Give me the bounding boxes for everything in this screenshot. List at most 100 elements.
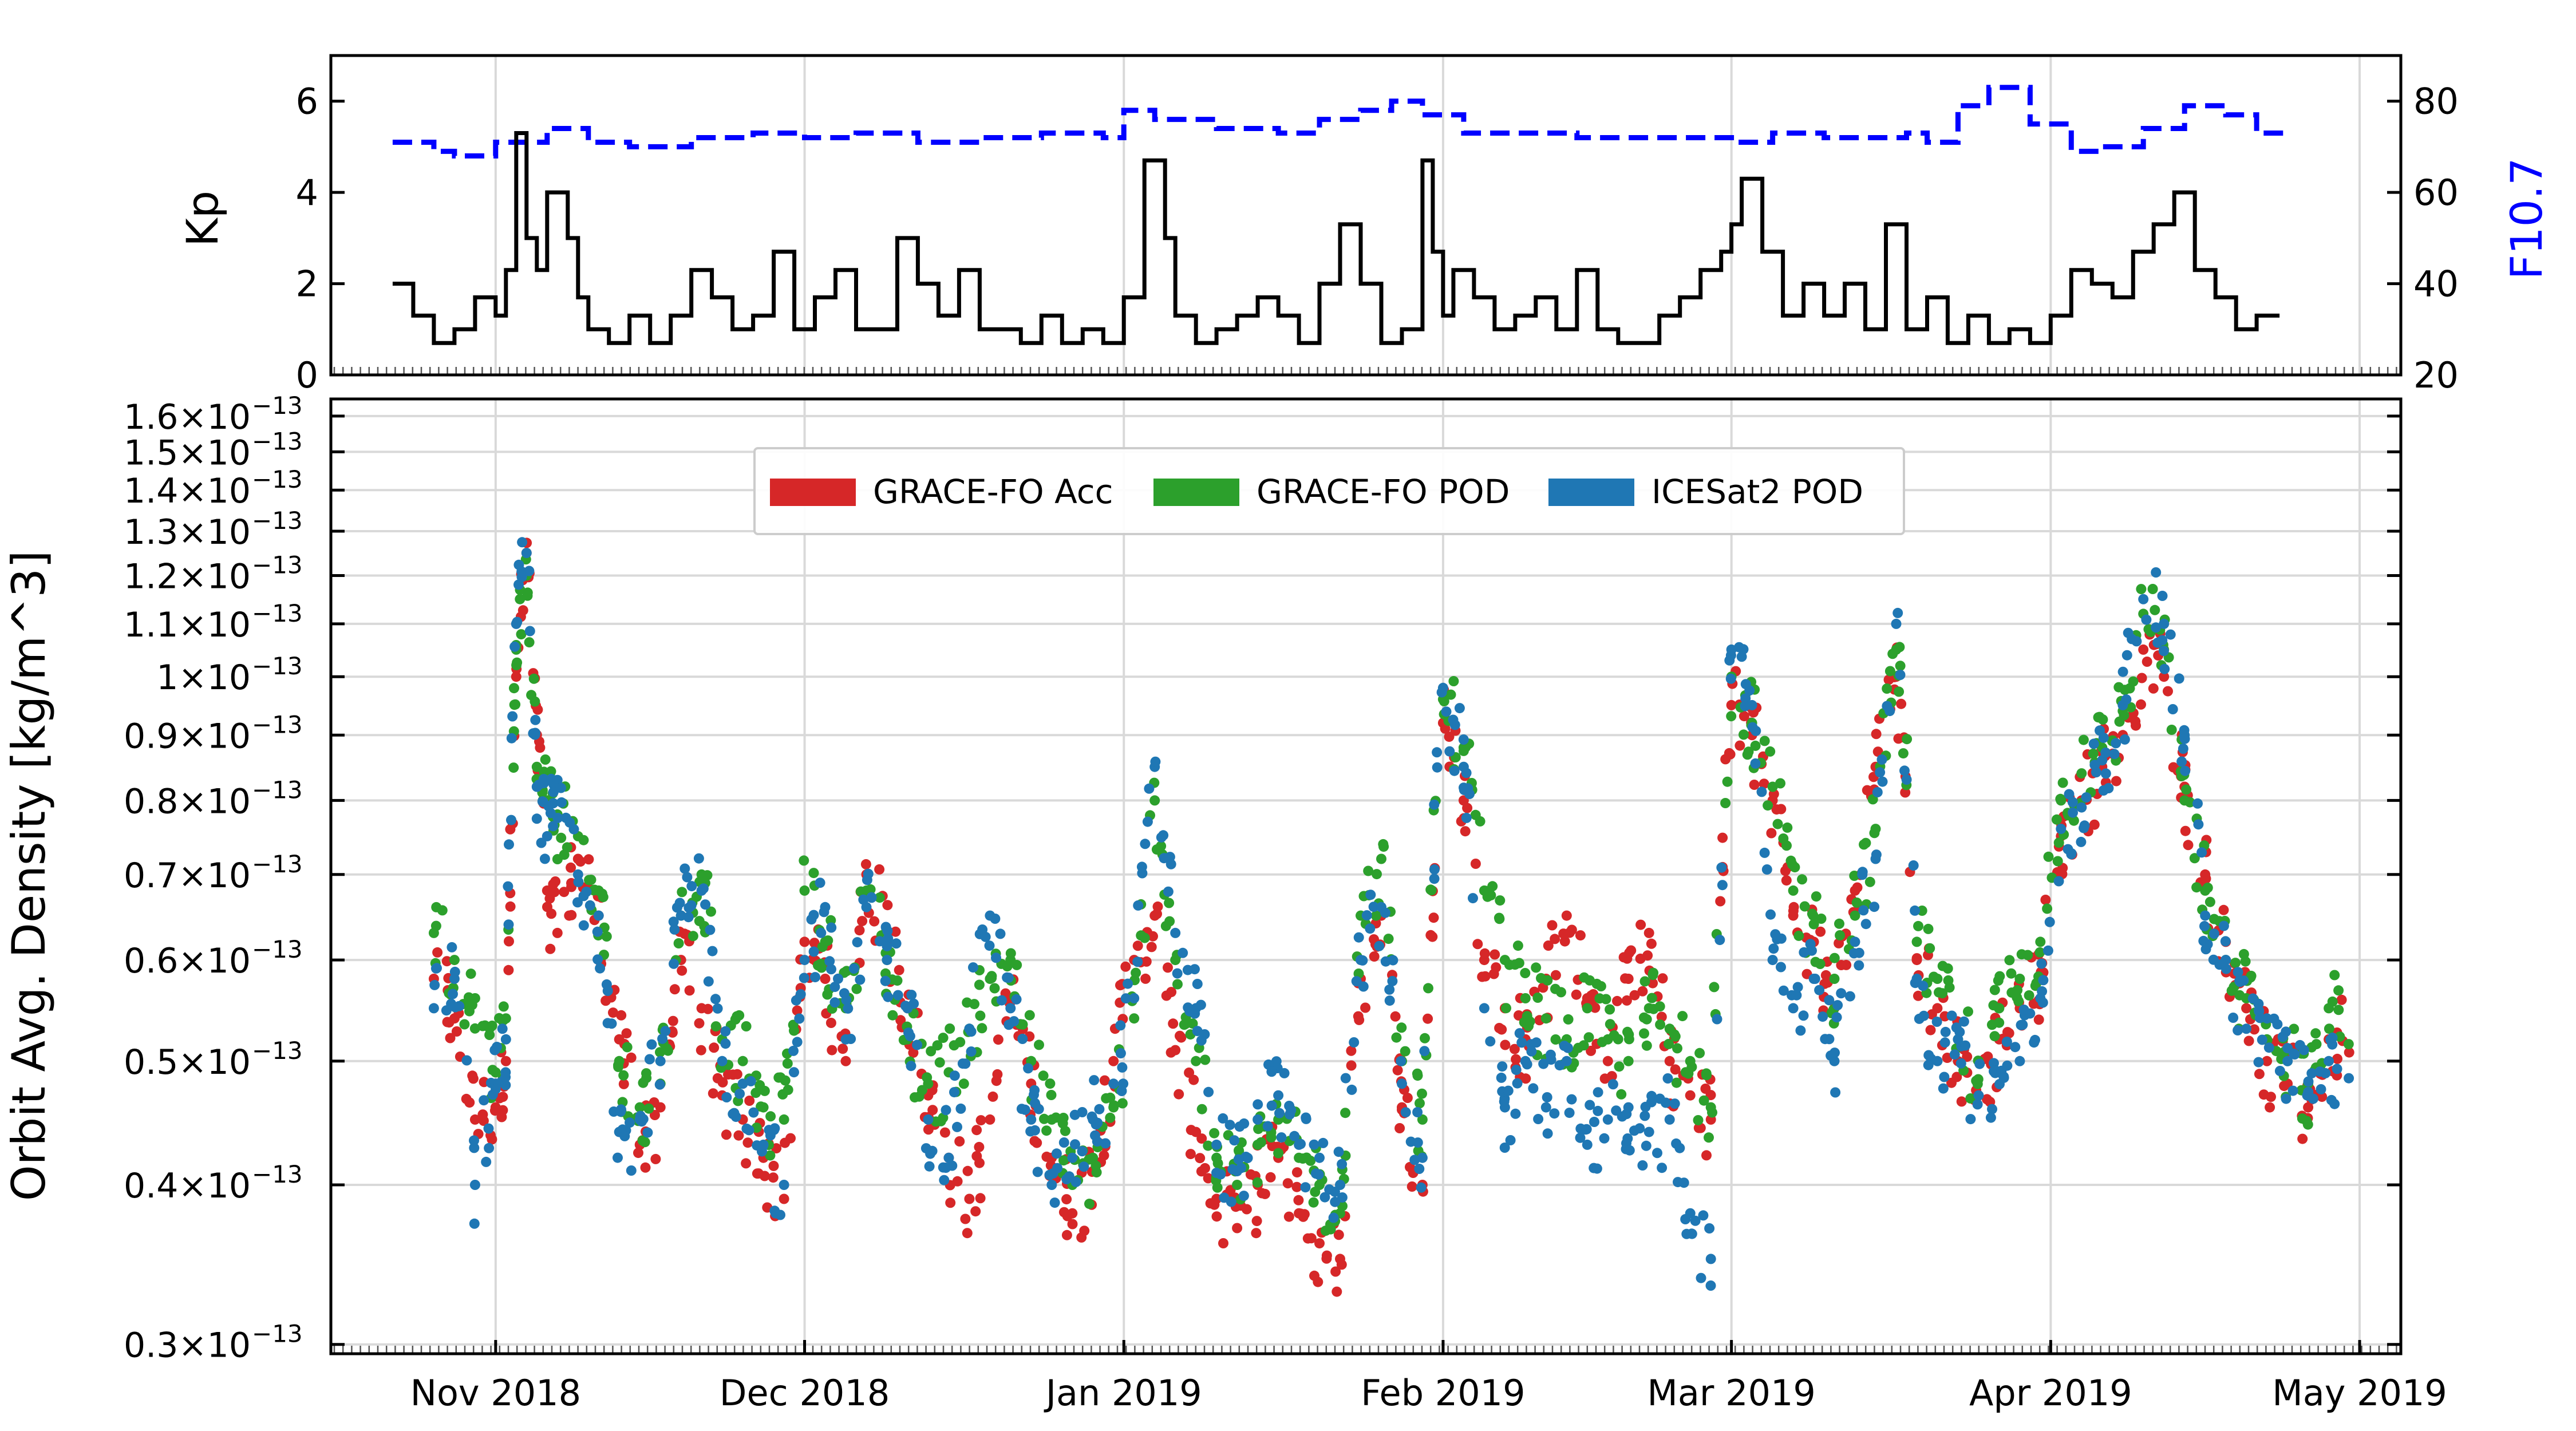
kp-axis-label: Kp: [177, 191, 228, 247]
data-point: [1896, 698, 1907, 709]
data-point: [693, 853, 704, 864]
data-point: [1704, 1132, 1714, 1143]
data-point: [1989, 985, 2000, 995]
data-point: [497, 1023, 508, 1034]
data-point: [1115, 1020, 1126, 1031]
data-point: [1427, 931, 1438, 942]
data-point: [1931, 1017, 1942, 1027]
data-point: [1768, 943, 1779, 954]
data-point: [1820, 1034, 1831, 1045]
data-point: [923, 1114, 934, 1125]
data-point: [1583, 1032, 1594, 1043]
data-point: [1566, 924, 1577, 935]
data-point: [1520, 1073, 1531, 1084]
data-point: [2042, 945, 2053, 956]
data-point: [2018, 1005, 2029, 1015]
data-point: [1835, 930, 1846, 940]
data-point: [2053, 876, 2064, 887]
data-point: [1850, 910, 1860, 921]
data-point: [461, 1055, 472, 1066]
data-point: [2249, 1024, 2259, 1035]
data-point: [1778, 833, 1789, 844]
data-point: [1739, 711, 1749, 722]
data-point: [1314, 1152, 1325, 1163]
data-point: [1836, 988, 1847, 999]
data-point: [2051, 814, 2062, 825]
data-point: [995, 928, 1006, 939]
data-point: [1646, 1090, 1657, 1101]
data-point: [2297, 1133, 2308, 1144]
data-point: [779, 1114, 789, 1125]
data-point: [1799, 947, 1809, 958]
data-point: [1870, 824, 1881, 835]
y-tick-label: 0.3×10: [124, 1326, 251, 1366]
data-point: [1857, 867, 1868, 877]
data-point: [906, 1061, 916, 1072]
data-point: [657, 1033, 668, 1044]
data-point: [1726, 699, 1737, 710]
data-point: [1637, 1160, 1648, 1171]
data-point: [2159, 671, 2170, 682]
data-point: [540, 754, 551, 765]
data-point: [449, 955, 460, 966]
data-point: [1038, 1070, 1049, 1081]
data-point: [1685, 1090, 1696, 1101]
data-point: [531, 761, 542, 772]
data-point: [2179, 733, 2190, 744]
data-point: [2088, 748, 2099, 759]
data-point: [536, 837, 547, 848]
data-point: [548, 879, 559, 890]
data-point: [1985, 1112, 1996, 1123]
data-point: [1149, 795, 1160, 806]
data-point: [2263, 1042, 2274, 1053]
kp-tick-label: 0: [296, 354, 318, 396]
data-point: [1077, 1146, 1088, 1157]
data-point: [816, 958, 827, 969]
data-point: [865, 884, 876, 895]
kp-line: [392, 131, 2280, 345]
data-point: [1117, 1098, 1128, 1109]
data-point: [1391, 1032, 1402, 1043]
minor-ticks: [333, 1346, 2397, 1354]
data-point: [1898, 748, 1909, 759]
data-point: [1346, 1084, 1357, 1095]
data-point: [1406, 1181, 1417, 1192]
data-point: [1133, 900, 1144, 911]
data-point: [2014, 1056, 2025, 1066]
data-point: [503, 881, 513, 892]
data-point: [1623, 1029, 1634, 1040]
data-point: [1067, 1152, 1078, 1163]
data-point: [500, 1034, 511, 1045]
data-point: [1590, 1002, 1601, 1013]
data-point: [1266, 1132, 1277, 1143]
data-point: [799, 885, 810, 896]
data-point: [883, 991, 894, 1002]
data-point: [1808, 919, 1819, 930]
data-point: [1849, 871, 1860, 881]
data-point: [1360, 1002, 1371, 1013]
data-point: [469, 1114, 480, 1125]
data-point: [542, 902, 552, 912]
data-point: [2081, 792, 2092, 803]
data-point: [1939, 1037, 1950, 1048]
data-point: [986, 973, 997, 983]
data-point: [1814, 985, 1825, 995]
data-point: [1844, 991, 1855, 1002]
data-point: [1759, 847, 1770, 858]
data-point: [1203, 1173, 1214, 1184]
data-point: [1987, 1104, 1997, 1114]
data-point: [2329, 970, 2340, 981]
data-point: [564, 817, 575, 828]
data-point: [1591, 978, 1602, 989]
f107-tick-label: 40: [2413, 263, 2459, 305]
data-point: [1461, 768, 1472, 778]
data-point: [1337, 1192, 1348, 1203]
data-point: [2076, 836, 2087, 847]
data-point: [874, 864, 885, 875]
data-point: [465, 969, 476, 979]
data-point: [2157, 591, 2168, 601]
data-point: [1540, 1102, 1551, 1113]
data-point: [2241, 1023, 2252, 1034]
data-point: [1330, 1266, 1341, 1277]
data-point: [1253, 1099, 1263, 1110]
